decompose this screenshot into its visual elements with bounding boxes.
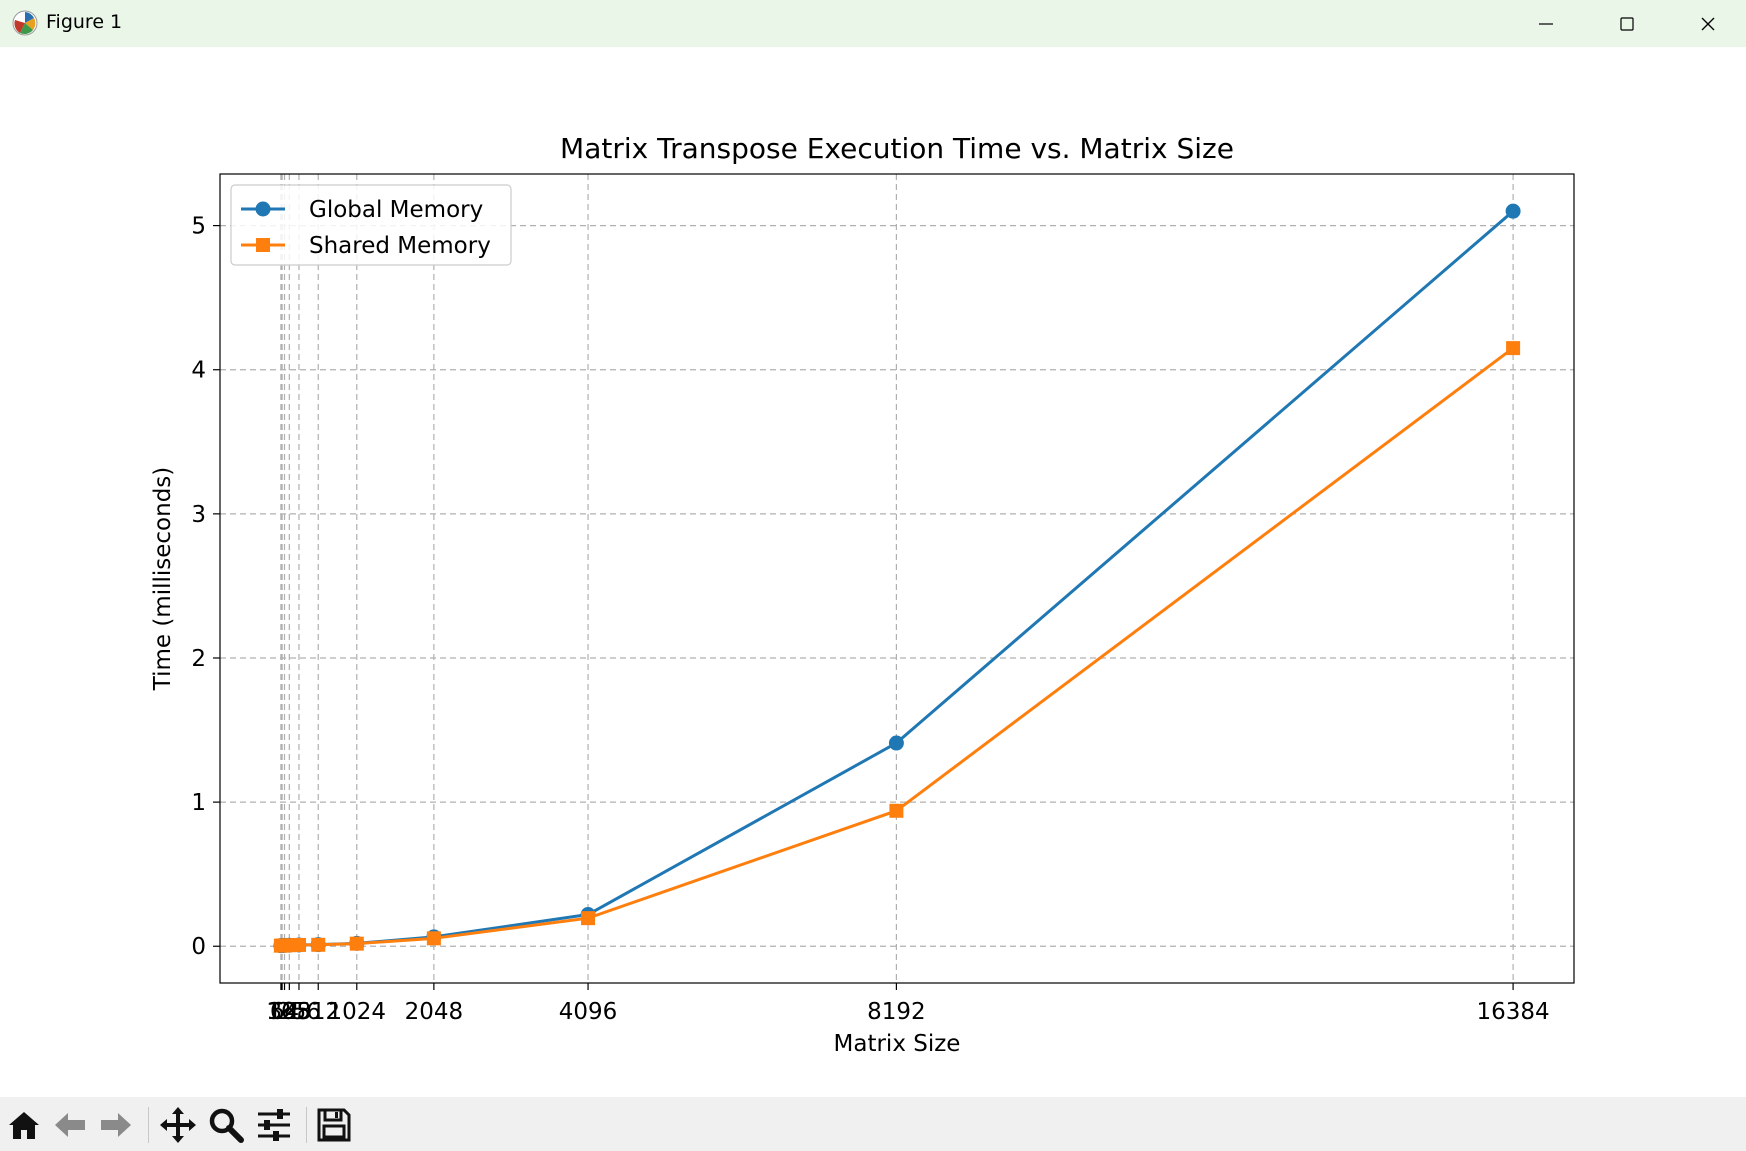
zoom-button[interactable] [206, 1105, 246, 1145]
legend-marker [255, 201, 271, 217]
x-axis-label: Matrix Size [834, 1031, 961, 1057]
configure-subplots-button[interactable] [254, 1105, 294, 1145]
data-point [1505, 203, 1521, 219]
forward-button[interactable] [96, 1105, 136, 1145]
toolbar-separator [148, 1107, 149, 1143]
data-point [889, 803, 904, 818]
legend-label: Global Memory [309, 197, 483, 223]
x-tick-label: 8192 [867, 999, 926, 1025]
legend-entry: Global Memory [241, 197, 483, 223]
pan-button[interactable] [158, 1105, 198, 1145]
series-global-memory [273, 203, 1521, 954]
data-point [291, 937, 306, 952]
close-button[interactable] [1668, 0, 1746, 47]
x-tick-label: 2048 [405, 999, 464, 1025]
figure-canvas[interactable]: 16 32 64 128 256 512 1024 2048 4096 8192 16384 0 1 2 3… [0, 47, 1746, 1097]
move-icon [160, 1107, 196, 1143]
x-tick-label: 16384 [1477, 999, 1550, 1025]
sliders-icon [258, 1109, 290, 1141]
data-point [426, 931, 441, 946]
floppy-disk-icon [317, 1108, 351, 1142]
y-axis-label: Time (milliseconds) [150, 467, 176, 692]
y-tick-label: 2 [191, 646, 206, 672]
legend-entry: Shared Memory [241, 233, 491, 259]
maximize-icon [1620, 16, 1634, 31]
x-tick-label: 16 [266, 999, 295, 1025]
y-tick-label: 0 [191, 934, 206, 960]
series-layer [273, 203, 1521, 954]
data-point [349, 936, 364, 951]
grid [220, 174, 1574, 983]
data-point [311, 937, 326, 952]
home-button[interactable] [4, 1105, 44, 1145]
arrow-right-icon [101, 1113, 131, 1137]
navigation-toolbar [0, 1097, 1746, 1151]
y-tick-label: 1 [191, 790, 206, 816]
y-tick-label: 4 [191, 358, 206, 384]
legend-box [230, 184, 512, 266]
legend-marker [256, 238, 270, 252]
x-tick-label: 512 [296, 999, 340, 1025]
window-title: Figure 1 [46, 11, 123, 33]
series-line [280, 346, 1514, 948]
data-point [581, 911, 596, 926]
x-tick-label: 1024 [328, 999, 387, 1025]
data-point [888, 735, 904, 751]
window-titlebar: Figure 1 [0, 0, 1746, 47]
save-button[interactable] [314, 1105, 354, 1145]
x-tick-label: 64 [270, 999, 299, 1025]
x-tick-label: 256 [277, 999, 321, 1025]
magnifier-icon [209, 1108, 244, 1143]
y-tick-label: 3 [191, 502, 206, 528]
data-point [1506, 341, 1521, 356]
minimize-button[interactable] [1506, 0, 1586, 47]
x-tick-label: 32 [267, 999, 296, 1025]
home-icon [9, 1112, 39, 1139]
chart-title: Matrix Transpose Execution Time vs. Matr… [560, 132, 1234, 165]
y-tick-label: 5 [191, 214, 206, 240]
legend-label: Shared Memory [309, 233, 491, 259]
matplotlib-icon [12, 10, 38, 36]
arrow-left-icon [55, 1113, 85, 1137]
series-line [280, 210, 1515, 948]
x-tick-label: 128 [267, 999, 311, 1025]
toolbar-separator [306, 1107, 307, 1143]
back-button[interactable] [50, 1105, 90, 1145]
series-shared-memory [273, 341, 1521, 953]
legend: Global Memory Shared Memory [230, 184, 512, 266]
close-icon [1701, 17, 1715, 30]
minimize-icon [1539, 22, 1553, 25]
maximize-button[interactable] [1587, 0, 1667, 47]
axes-frame [219, 173, 1575, 984]
x-tick-label: 4096 [559, 999, 618, 1025]
